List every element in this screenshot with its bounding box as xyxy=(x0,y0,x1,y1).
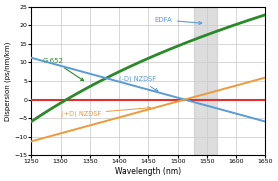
Text: (+D) NZDSF: (+D) NZDSF xyxy=(61,107,150,117)
Bar xyxy=(194,7,217,155)
X-axis label: Wavelength (nm): Wavelength (nm) xyxy=(115,167,182,176)
Text: G.652: G.652 xyxy=(43,58,84,81)
Text: EDFA: EDFA xyxy=(154,17,202,24)
Text: (-D) NZDSF: (-D) NZDSF xyxy=(119,76,158,91)
Y-axis label: Dispersion (ps/nm/km): Dispersion (ps/nm/km) xyxy=(5,41,11,121)
